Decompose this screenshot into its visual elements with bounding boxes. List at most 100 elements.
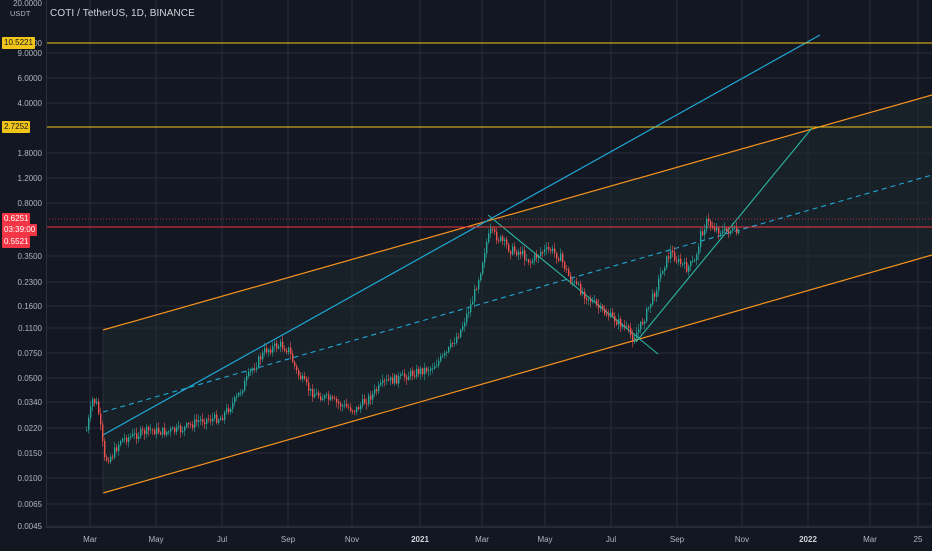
candle-body <box>508 244 510 252</box>
candle-body <box>382 380 384 383</box>
candle-body <box>130 436 132 438</box>
candle-body <box>562 253 564 263</box>
candle-body <box>428 370 430 372</box>
candle-body <box>716 227 718 231</box>
candle-body <box>368 395 370 404</box>
candle-body <box>642 321 644 324</box>
candle-body <box>354 411 356 412</box>
candle-body <box>632 334 634 342</box>
price-axis[interactable] <box>0 0 47 550</box>
candle-body <box>694 260 696 262</box>
candle-body <box>414 375 416 377</box>
candle-body <box>194 419 196 428</box>
candle-body <box>364 399 366 404</box>
candle-body <box>516 251 518 255</box>
candle-body <box>192 424 194 428</box>
candle-body <box>636 332 638 339</box>
candle-body <box>442 355 444 357</box>
candle-body <box>276 343 278 349</box>
candle-body <box>296 366 298 371</box>
time-axis[interactable] <box>46 527 932 551</box>
teal-up-line <box>635 127 813 343</box>
candle-body <box>542 252 544 253</box>
candle-body <box>540 252 542 256</box>
candle-body <box>312 389 314 398</box>
candle-body <box>644 321 646 324</box>
candle-body <box>400 374 402 377</box>
candle-body <box>234 397 236 403</box>
candle-body <box>514 246 516 252</box>
candle-body <box>392 377 394 384</box>
candle-body <box>144 430 146 435</box>
candle-body <box>132 433 134 437</box>
candle-body <box>146 426 148 435</box>
candle-body <box>574 281 576 283</box>
candle-body <box>210 419 212 422</box>
candle-body <box>604 309 606 315</box>
candle-body <box>322 398 324 401</box>
candle-body <box>172 427 174 429</box>
candle-body <box>264 348 266 353</box>
candle-body <box>388 379 390 381</box>
candle-body <box>460 329 462 338</box>
candle-body <box>618 319 620 325</box>
candle-body <box>454 343 456 344</box>
candle-body <box>556 252 558 259</box>
candle-body <box>666 256 668 268</box>
candle-body <box>704 229 706 235</box>
candle-body <box>608 315 610 317</box>
candle-body <box>246 376 248 381</box>
candle-body <box>294 362 296 367</box>
candle-body <box>226 408 228 413</box>
price-axis-unit: USDT <box>10 9 31 18</box>
candle-body <box>646 308 648 322</box>
candle-body <box>208 418 210 420</box>
candle-body <box>336 398 338 403</box>
candle-body <box>304 376 306 379</box>
candle-body <box>182 430 184 433</box>
candle-body <box>278 346 280 349</box>
candles <box>86 213 740 465</box>
candle-body <box>248 371 250 377</box>
candle-body <box>148 426 150 431</box>
candle-body <box>480 273 482 281</box>
candle-body <box>688 266 690 272</box>
candle-body <box>602 305 604 310</box>
candle-body <box>402 373 404 375</box>
candle-body <box>532 260 534 263</box>
candle-body <box>88 417 90 430</box>
candle-body <box>566 269 568 270</box>
candle-body <box>668 256 670 259</box>
price-tag-horizontal-line: 10.5221 <box>2 37 35 49</box>
candle-body <box>98 401 100 414</box>
candle-body <box>202 419 204 423</box>
candle-body <box>236 395 238 398</box>
candle-body <box>404 373 406 377</box>
candle-body <box>116 447 118 451</box>
candle-body <box>138 436 140 439</box>
candle-body <box>444 352 446 356</box>
candle-body <box>292 354 294 363</box>
candle-body <box>412 370 414 376</box>
price-tag-horizontal-line: 0.5521 <box>2 236 31 248</box>
candle-body <box>134 433 136 435</box>
candle-body <box>118 444 120 451</box>
candle-body <box>286 350 288 353</box>
candle-body <box>184 426 186 431</box>
candle-body <box>168 431 170 433</box>
candle-body <box>698 246 700 255</box>
candle-body <box>486 242 488 254</box>
candle-body <box>330 396 332 400</box>
candle-body <box>104 440 106 458</box>
candle-body <box>520 251 522 255</box>
candle-body <box>238 392 240 396</box>
candle-body <box>678 258 680 262</box>
candle-body <box>346 404 348 407</box>
candle-body <box>464 322 466 327</box>
candle-body <box>310 389 312 391</box>
candle-body <box>496 231 498 241</box>
candle-body <box>560 253 562 261</box>
candle-body <box>714 227 716 231</box>
candle-body <box>500 236 502 241</box>
